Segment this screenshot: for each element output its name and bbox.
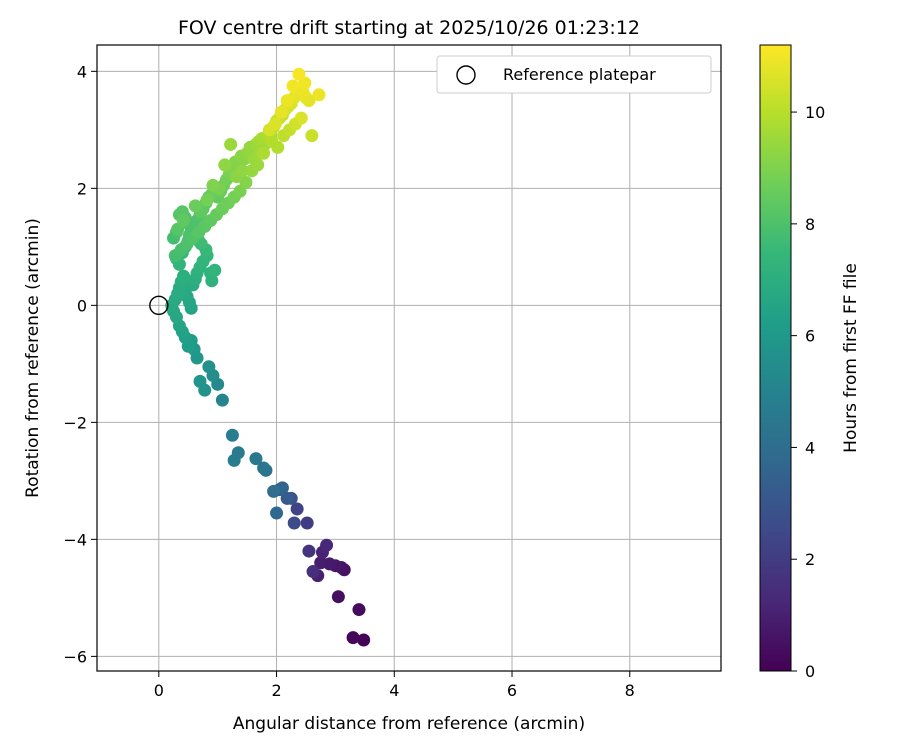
data-point — [352, 603, 366, 617]
legend: Reference platepar — [436, 55, 712, 94]
data-point — [314, 556, 328, 570]
data-point — [292, 67, 306, 81]
data-point — [215, 393, 229, 407]
data-point — [271, 140, 285, 154]
data-point — [177, 269, 191, 283]
data-point — [193, 374, 207, 388]
scatter-points — [165, 67, 371, 647]
data-point — [300, 516, 314, 530]
data-point — [202, 360, 216, 374]
data-point — [249, 452, 263, 466]
data-point — [302, 544, 316, 558]
plot-frame — [96, 44, 722, 672]
x-axis-ticks: 0 2 4 6 8 — [154, 671, 635, 700]
data-point — [270, 506, 284, 520]
data-point — [268, 117, 282, 131]
colorbar-tick-label: 8 — [805, 215, 815, 234]
colorbar-ticks: 0 2 4 6 8 10 — [791, 103, 825, 681]
x-tick-label: 8 — [625, 681, 635, 700]
data-point — [331, 590, 345, 604]
legend-reference-marker — [456, 65, 476, 85]
x-tick-label: 4 — [389, 681, 399, 700]
data-point — [225, 428, 239, 442]
data-point — [305, 129, 319, 143]
data-point — [218, 158, 232, 172]
data-point — [257, 146, 271, 160]
x-tick-label: 6 — [507, 681, 517, 700]
legend-box — [436, 55, 712, 94]
data-point — [224, 137, 238, 151]
data-point — [257, 461, 271, 475]
colorbar: 0 2 4 6 8 10 Hours from first FF file — [759, 44, 861, 681]
colorbar-gradient-bar — [759, 44, 792, 672]
x-tick-label: 2 — [271, 681, 281, 700]
data-point — [290, 502, 304, 516]
data-point — [306, 565, 320, 579]
chart-title: FOV centre drift starting at 2025/10/26 … — [178, 17, 640, 39]
y-tick-label: 2 — [77, 179, 87, 198]
legend-label-reference-platepar: Reference platepar — [503, 65, 656, 84]
colorbar-tick-label: 10 — [805, 103, 825, 122]
data-point — [227, 453, 241, 467]
data-point — [188, 199, 202, 213]
data-point — [208, 263, 222, 277]
data-point — [287, 516, 301, 530]
y-tick-label: −4 — [63, 530, 87, 549]
data-point — [280, 94, 294, 108]
colorbar-tick-label: 4 — [805, 438, 815, 457]
colorbar-tick-label: 6 — [805, 327, 815, 346]
y-tick-label: 0 — [77, 296, 87, 315]
colorbar-tick-label: 0 — [805, 662, 815, 681]
x-tick-label: 0 — [154, 681, 164, 700]
data-point — [320, 538, 334, 552]
reference-platepar-marker — [149, 295, 169, 316]
data-point — [274, 105, 288, 119]
data-point — [280, 491, 294, 505]
data-point — [239, 175, 253, 189]
x-axis-label: Angular distance from reference (arcmin) — [233, 714, 585, 734]
data-point — [286, 79, 300, 93]
data-point — [357, 633, 371, 647]
data-point — [346, 631, 360, 645]
data-point — [235, 164, 249, 178]
data-point — [177, 214, 191, 228]
data-point — [206, 178, 220, 192]
y-tick-label: −2 — [63, 413, 87, 432]
colorbar-tick-label: 2 — [805, 550, 815, 569]
data-point — [312, 88, 326, 102]
data-point — [200, 193, 214, 207]
data-point — [294, 111, 308, 125]
data-point — [267, 484, 281, 498]
y-tick-label: −6 — [63, 647, 87, 666]
colorbar-label: Hours from first FF file — [841, 263, 861, 453]
y-axis-ticks: −6 −4 −2 0 2 4 — [63, 62, 97, 666]
y-axis-label: Rotation from reference (arcmin) — [23, 218, 43, 498]
y-tick-label: 4 — [77, 62, 87, 81]
